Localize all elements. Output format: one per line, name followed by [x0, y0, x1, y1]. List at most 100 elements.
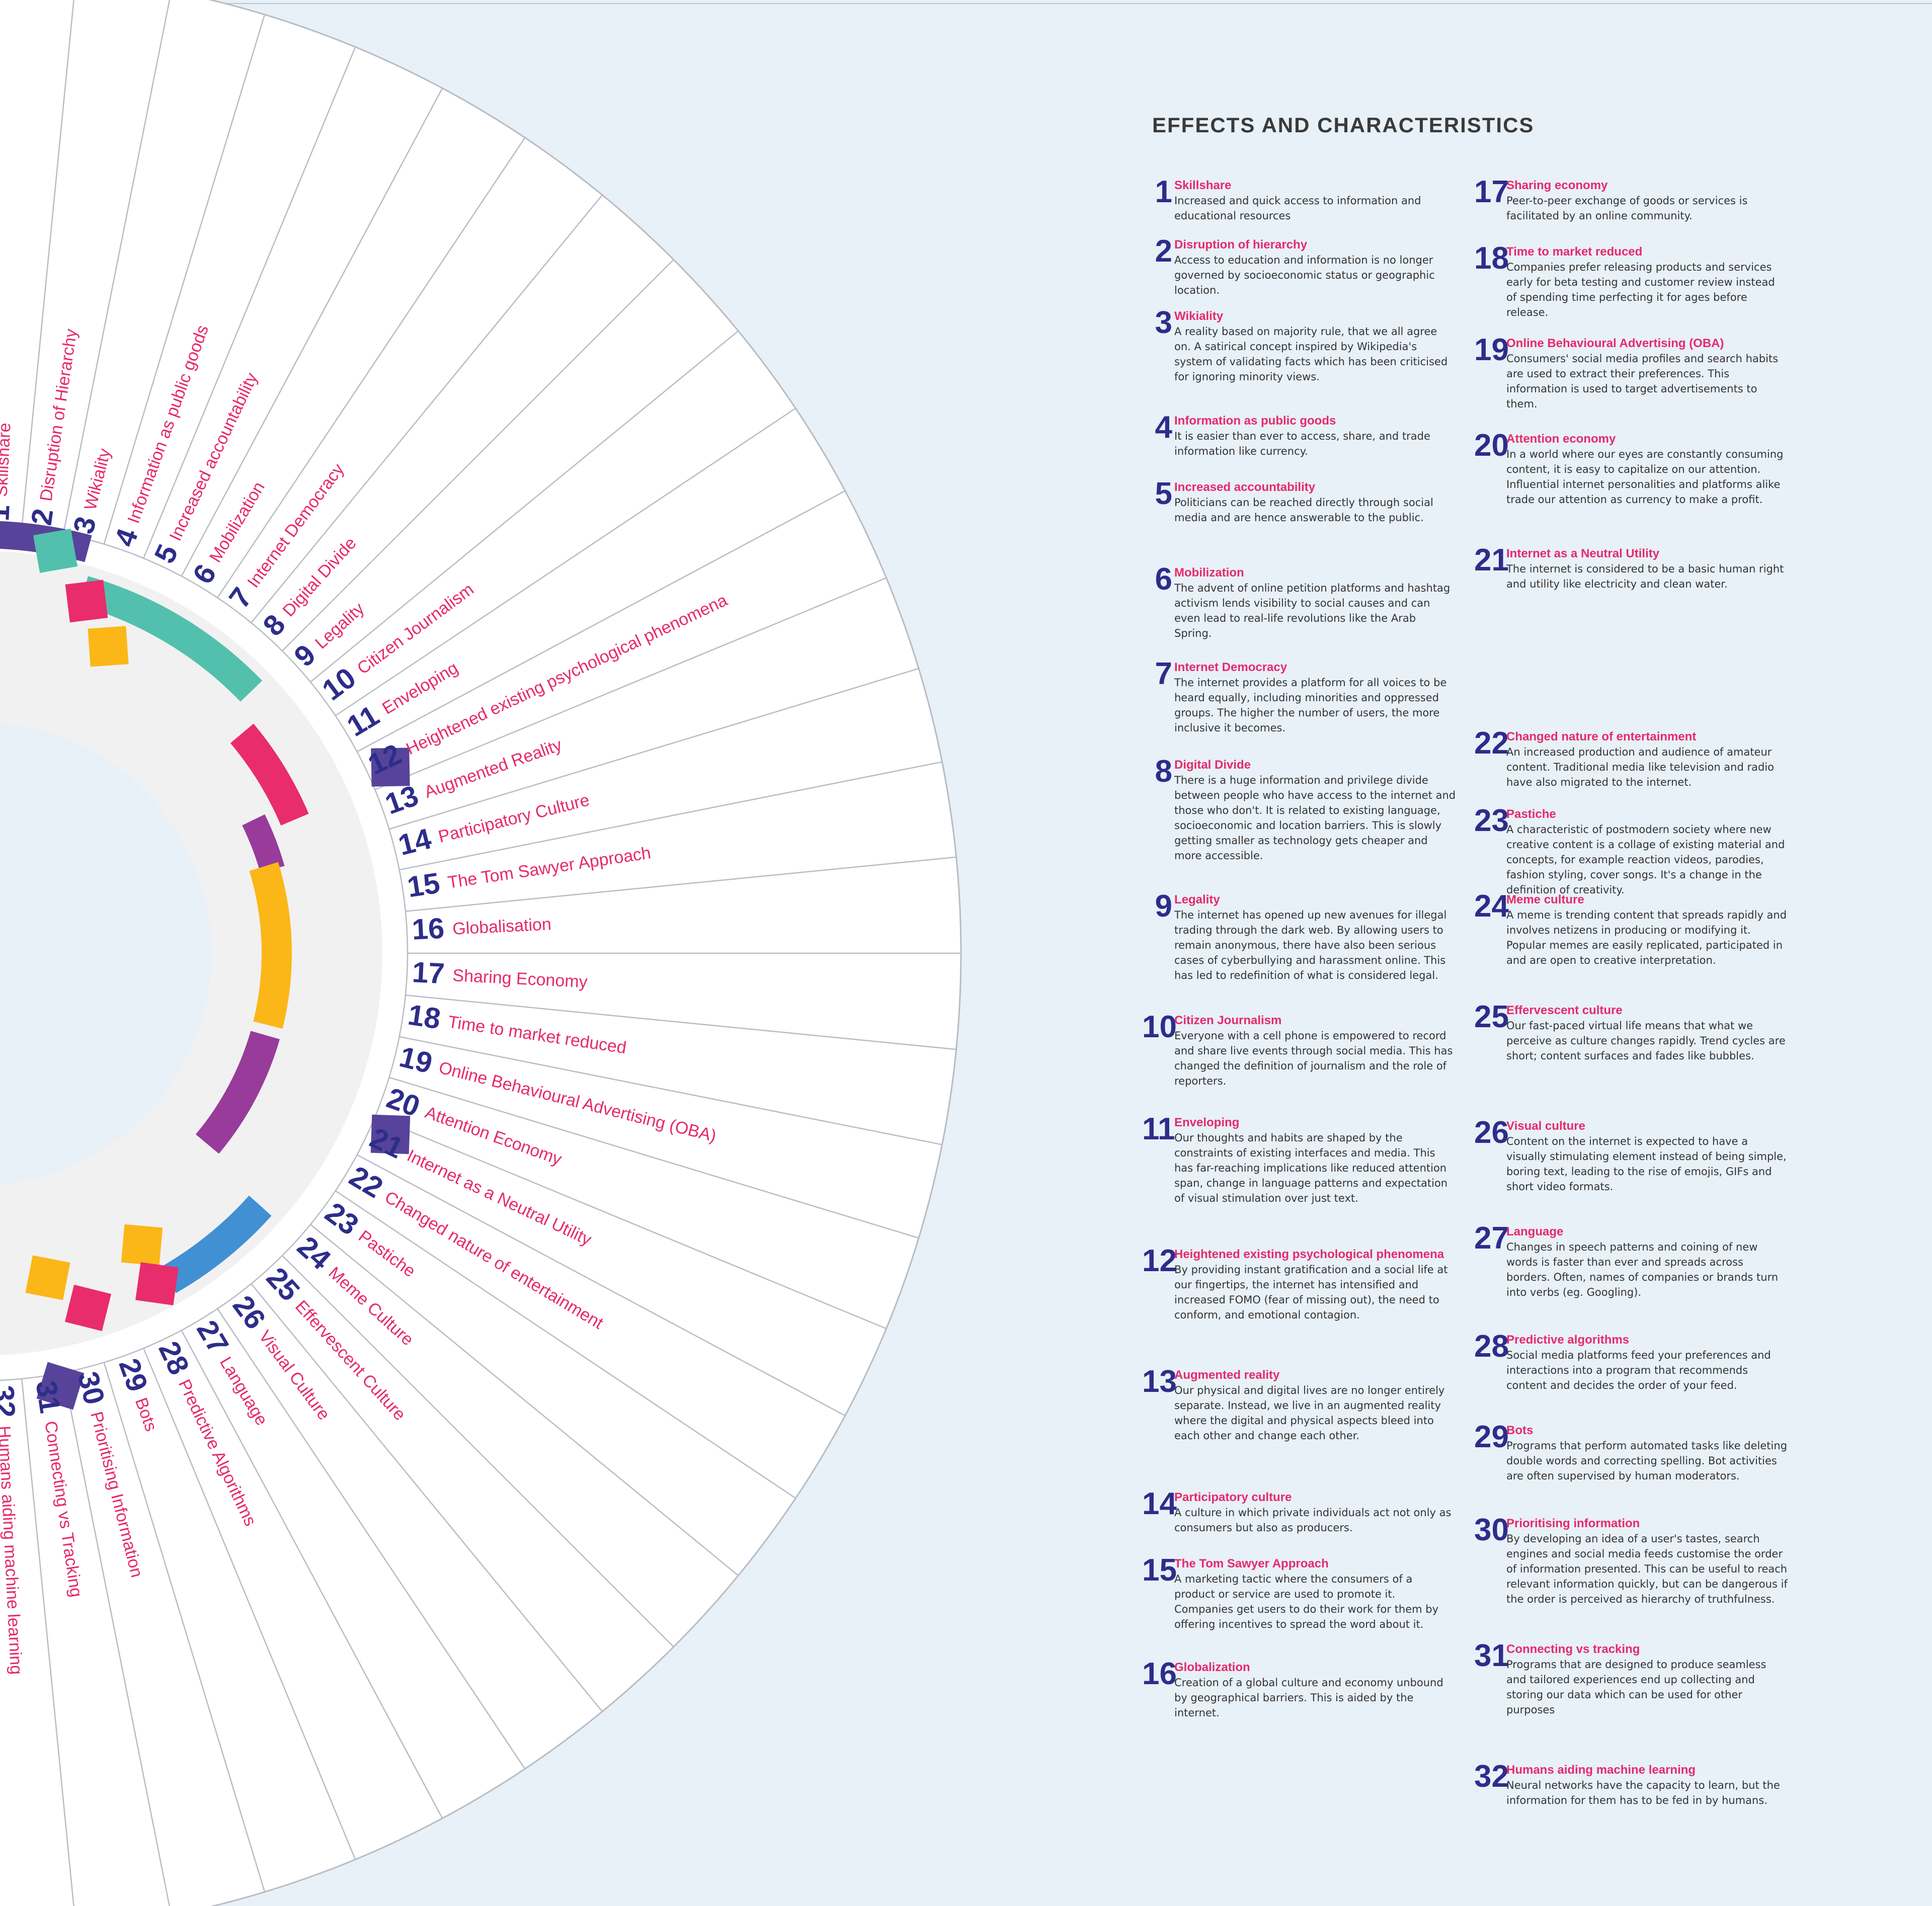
entry-body: Attention economy In a world where our ey… — [1506, 432, 1788, 507]
entry-title: Internet as a Neutral Utility — [1506, 547, 1660, 560]
spoke-line — [251, 194, 603, 623]
entry-title: Bots — [1506, 1424, 1534, 1437]
spoke-line — [310, 330, 739, 683]
entry-number: 18 — [1474, 241, 1509, 276]
entry-title: Information as public goods — [1174, 414, 1336, 428]
wheel-number: 31 — [29, 1378, 67, 1423]
spoke-line — [282, 259, 674, 651]
entry-number: 28 — [1474, 1329, 1509, 1364]
spoke-line — [405, 995, 956, 1050]
entry-number: 31 — [1474, 1638, 1509, 1673]
arc-magenta-bottom — [195, 1031, 280, 1154]
entry-title: Visual culture — [1506, 1119, 1585, 1133]
entry-title: Enveloping — [1174, 1116, 1240, 1129]
entry-description: A reality based on majority rule, that w… — [1174, 325, 1448, 383]
entry-number: 26 — [1474, 1115, 1509, 1150]
entry-description: Politicians can be reached directly thro… — [1174, 496, 1433, 524]
entry-title: Disruption of hierarchy — [1174, 238, 1308, 252]
color-square — [33, 528, 78, 573]
entry-description: A characteristic of postmodern society w… — [1506, 823, 1785, 896]
entry-description: In a world where our eyes are constantly… — [1506, 448, 1784, 506]
entry-title: Sharing economy — [1506, 179, 1608, 192]
color-square — [36, 1362, 85, 1410]
entry-body: Prioritising information By developing an… — [1506, 1516, 1788, 1607]
arc-teal — [79, 576, 263, 702]
entry-title: Meme culture — [1506, 893, 1584, 906]
spoke-line — [217, 1308, 526, 1770]
entry-body: Meme culture A meme is trending content t… — [1506, 892, 1788, 968]
entry-number: 24 — [1474, 889, 1509, 924]
entry-body: Internet Democracy The internet provides … — [1174, 660, 1456, 735]
entry-body: The Tom Sawyer Approach A marketing tacti… — [1174, 1556, 1456, 1632]
entry-number: 1 — [1155, 175, 1172, 209]
color-square — [121, 1224, 163, 1266]
arc-blue — [161, 1195, 272, 1293]
entry-title: Increased accountability — [1174, 480, 1316, 494]
entry-description: Programs that are designed to produce se… — [1506, 1659, 1766, 1716]
entry-description: Content on the internet is expected to h… — [1506, 1135, 1787, 1193]
entry-number: 15 — [1142, 1553, 1177, 1588]
entry-description: Our fast-paced virtual life means that w… — [1506, 1020, 1786, 1062]
entry-number: 6 — [1155, 562, 1172, 597]
entry-number: 17 — [1474, 175, 1509, 209]
entry-title: Augmented reality — [1174, 1368, 1280, 1382]
entry-title: Wikiality — [1174, 309, 1224, 323]
entry-description: By providing instant gratification and a… — [1174, 1264, 1448, 1321]
entry-description: A meme is trending content that spreads … — [1506, 909, 1787, 966]
entry-title: Legality — [1174, 893, 1220, 906]
entry-body: Sharing economy Peer-to-peer exchange of … — [1506, 178, 1788, 223]
panel-heading: EFFECTS AND CHARACTERISTICS — [1152, 113, 1535, 137]
entry-description: Companies prefer releasing products and … — [1506, 261, 1775, 318]
spoke-line — [335, 1190, 796, 1499]
entry-description: Changes in speech patterns and coining o… — [1506, 1241, 1779, 1298]
color-square — [370, 1114, 411, 1154]
entry-number: 23 — [1474, 803, 1509, 838]
spoke-line — [357, 490, 846, 753]
wheel-number: 18 — [406, 999, 451, 1037]
entry-number: 7 — [1155, 656, 1172, 691]
color-square — [25, 1255, 70, 1300]
entry-number: 11 — [1142, 1112, 1175, 1146]
entry-body: Visual culture Content on the internet is… — [1506, 1119, 1788, 1194]
entry-body: Heightened existing psychological phenom… — [1174, 1247, 1456, 1322]
top-rule — [136, 3, 1932, 4]
entry-number: 19 — [1474, 333, 1509, 367]
entry-number: 22 — [1474, 726, 1509, 761]
entry-number: 29 — [1474, 1420, 1509, 1454]
spoke-line — [399, 761, 942, 871]
arc-pink — [230, 723, 309, 826]
entry-description: Peer-to-peer exchange of goods or servic… — [1506, 195, 1748, 222]
entry-body: Time to market reduced Companies prefer r… — [1506, 244, 1788, 320]
entry-number: 14 — [1142, 1486, 1177, 1521]
spoke-line — [21, 0, 74, 528]
entry-number: 25 — [1474, 1000, 1509, 1034]
entry-title: Prioritising information — [1506, 1517, 1640, 1530]
center-disc — [0, 722, 211, 1184]
entry-title: Citizen Journalism — [1174, 1014, 1282, 1027]
entry-number: 4 — [1155, 410, 1172, 445]
entry-description: It is easier than ever to access, share,… — [1174, 430, 1430, 457]
wheel-number: 2 — [25, 499, 61, 527]
spoke-line — [62, 1372, 171, 1906]
entry-description: Everyone with a cell phone is empowered … — [1174, 1030, 1453, 1087]
entry-description: Programs that perform automated tasks li… — [1506, 1440, 1788, 1482]
entry-body: Disruption of hierarchy Access to educati… — [1174, 237, 1456, 298]
entry-title: Globalization — [1174, 1661, 1250, 1674]
spoke-line — [21, 1378, 74, 1906]
entry-body: Augmented reality Our physical and digita… — [1174, 1368, 1456, 1443]
entry-description: An increased production and audience of … — [1506, 746, 1775, 788]
entry-body: Effervescent culture Our fast-paced virtu… — [1506, 1003, 1788, 1063]
entry-title: Time to market reduced — [1506, 245, 1643, 259]
spoke-line — [143, 46, 356, 559]
entry-description: Our thoughts and habits are shaped by th… — [1174, 1132, 1448, 1204]
entry-description: The advent of online petition platforms … — [1174, 582, 1451, 639]
entry-body: Information as public goods It is easier … — [1174, 413, 1456, 459]
spoke-line — [143, 1348, 356, 1860]
color-square — [88, 626, 129, 667]
entry-body: Increased accountability Politicians can … — [1174, 480, 1456, 525]
wheel-number: 1 — [0, 496, 17, 522]
spoke-line — [62, 0, 171, 534]
entry-body: Skillshare Increased and quick access to … — [1174, 178, 1456, 223]
entry-number: 12 — [1142, 1244, 1177, 1278]
entry-description: The internet provides a platform for all… — [1174, 677, 1447, 734]
